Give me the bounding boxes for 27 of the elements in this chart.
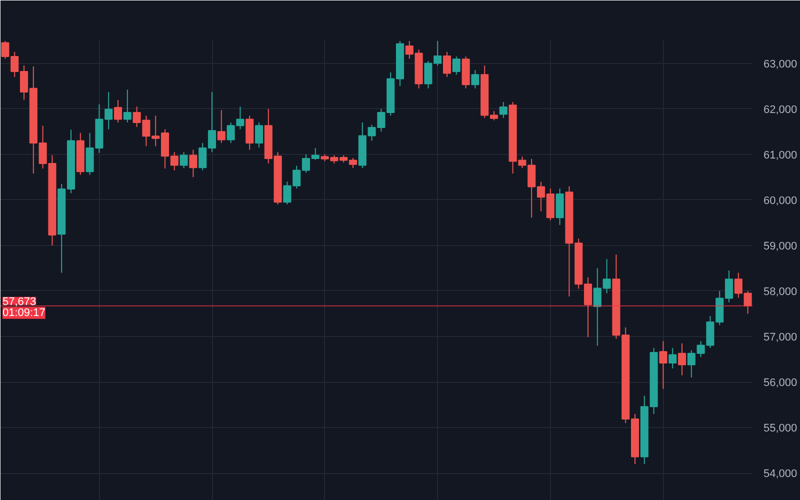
candlestick: [442, 51, 452, 78]
y-tick-label: 55,000: [764, 422, 798, 435]
candlestick: [114, 100, 122, 123]
candlestick: [217, 110, 226, 144]
candlestick: [499, 101, 508, 118]
candlestick: [452, 56, 460, 76]
candlestick: [678, 342, 686, 376]
y-tick-label: 56,000: [764, 377, 798, 390]
y-tick-label: 59,000: [764, 240, 798, 252]
y-tick-label: 60,000: [764, 194, 798, 207]
y-tick-label: 61,000: [764, 149, 798, 162]
y-tick-label: 62,000: [764, 104, 798, 116]
candlestick: [246, 115, 254, 150]
candlestick: [471, 70, 480, 89]
candlestick: [180, 152, 188, 169]
y-tick-label: 57,000: [764, 332, 798, 344]
y-tick-label: 63,000: [764, 58, 798, 70]
candlestick: [659, 340, 668, 390]
candlestick: [668, 347, 677, 369]
candlestick: [123, 89, 132, 123]
annotation: 01:09:17: [2, 306, 46, 319]
ref-line-label: 57,673: [2, 296, 36, 308]
y-tick-label: 58,000: [764, 286, 798, 298]
y-tick-label: 54,000: [764, 468, 798, 480]
candlestick: [189, 149, 198, 178]
candlestick: [254, 122, 264, 148]
candlestick: [556, 188, 564, 226]
